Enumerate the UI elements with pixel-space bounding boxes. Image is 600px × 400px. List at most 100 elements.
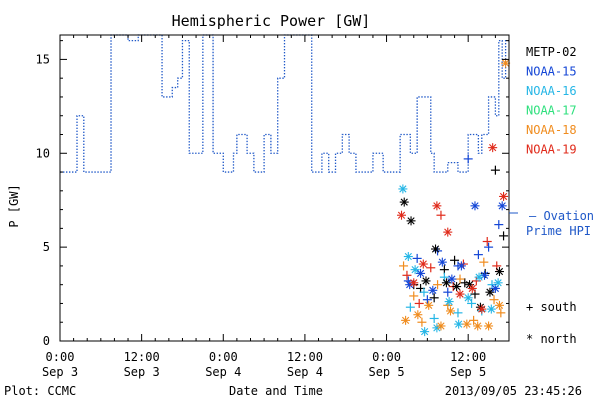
north-point	[474, 272, 484, 282]
north-point	[413, 310, 423, 320]
y-tick-label: 0	[43, 334, 50, 348]
north-point-d2	[433, 202, 441, 210]
legend-item: NOAA-16	[526, 84, 577, 98]
north-point-d2	[400, 198, 408, 206]
x-tick-time-label: 0:00	[209, 350, 238, 364]
south-point	[496, 308, 506, 318]
north-point	[467, 283, 477, 293]
north-point-d2	[495, 267, 504, 276]
north-point	[436, 321, 446, 331]
south-point	[417, 317, 427, 327]
south-point	[463, 154, 473, 164]
north-point-d2	[474, 322, 482, 330]
ovation-label-line1: — Ovation	[529, 209, 594, 223]
south-point	[489, 295, 499, 305]
south-point	[473, 250, 483, 260]
ovation-prime-hpi-line	[60, 34, 509, 173]
north-point	[424, 300, 434, 310]
north-point	[401, 315, 411, 325]
x-tick-date-label: Sep 3	[124, 365, 160, 379]
north-point	[477, 304, 487, 314]
south-point	[479, 257, 489, 267]
south-point	[429, 293, 439, 303]
north-point-d2	[456, 290, 464, 298]
north-point-d2	[421, 327, 429, 336]
north-point	[418, 259, 428, 269]
north-point-d2	[444, 228, 452, 236]
north-point	[484, 321, 494, 331]
x-tick-time-label: 12:00	[124, 350, 160, 364]
south-point	[419, 287, 429, 297]
south-point	[436, 210, 446, 220]
north-point-d2	[404, 252, 412, 261]
y-tick-label: 10	[36, 146, 50, 160]
south-point	[439, 265, 449, 275]
north-point-d2	[457, 262, 466, 270]
north-point-d2	[487, 305, 495, 313]
north-point	[497, 201, 507, 211]
south-point	[429, 313, 439, 323]
north-point	[443, 227, 453, 237]
south-point	[469, 315, 479, 325]
legend-item: METP-02	[526, 45, 577, 59]
north-point	[493, 278, 503, 288]
north-point	[432, 323, 442, 333]
north-point-d2	[494, 279, 502, 287]
north-point	[463, 293, 473, 303]
south-point	[453, 308, 463, 318]
north-point-d2	[478, 305, 486, 313]
north-point-d2	[446, 307, 455, 315]
north-point	[403, 252, 413, 262]
north-point-d2	[464, 294, 472, 302]
ovation-label-line2: Prime HPI	[526, 224, 591, 238]
legend-item: NOAA-19	[526, 143, 577, 157]
north-point	[494, 267, 504, 277]
north-point	[447, 274, 457, 284]
north-point	[420, 327, 430, 337]
north-point-d2	[452, 282, 461, 291]
legend-item: NOAA-18	[526, 123, 577, 137]
north-point	[454, 319, 464, 329]
north-point-d2	[438, 258, 446, 266]
north-point-d2	[442, 279, 451, 287]
north-point	[437, 257, 447, 267]
north-point	[473, 321, 483, 331]
south-point	[455, 274, 465, 284]
legend-north-marker: * north	[526, 332, 577, 346]
north-point	[494, 300, 504, 310]
north-point	[499, 191, 509, 201]
north-point-d2	[414, 311, 422, 319]
north-point-d2	[437, 322, 445, 330]
south-point	[450, 255, 460, 265]
south-point	[490, 165, 500, 175]
y-axis-label: P [GW]	[7, 184, 21, 227]
north-point	[416, 268, 426, 278]
south-point	[399, 261, 409, 271]
x-tick-date-label: Sep 3	[42, 365, 78, 379]
chart-legend: METP-02 NOAA-15 NOAA-16 NOAA-17 NOAA-18 NOAA-…	[526, 45, 577, 157]
south-point	[402, 270, 412, 280]
plot-frame	[59, 34, 510, 342]
plot-credit: Plot: CCMC	[4, 384, 76, 398]
north-point	[455, 289, 465, 299]
north-point-d2	[499, 192, 508, 201]
north-point-d2	[448, 275, 456, 283]
plot-timestamp: 2013/09/05 23:45:26	[445, 384, 582, 398]
north-point	[428, 285, 438, 295]
north-point	[452, 282, 462, 292]
y-tick-label: 5	[43, 240, 50, 254]
x-tick-date-label: Sep 4	[287, 365, 323, 379]
north-point	[406, 216, 416, 226]
south-point	[499, 231, 509, 241]
north-point-d2	[486, 288, 494, 296]
x-tick-time-label: 0:00	[372, 350, 401, 364]
north-point-d2	[495, 301, 504, 309]
north-point	[470, 201, 480, 211]
south-point	[422, 295, 432, 305]
x-tick-time-label: 12:00	[287, 350, 323, 364]
north-point-d2	[411, 266, 419, 274]
x-tick-date-label: Sep 4	[205, 365, 241, 379]
north-point-d2	[407, 217, 415, 225]
